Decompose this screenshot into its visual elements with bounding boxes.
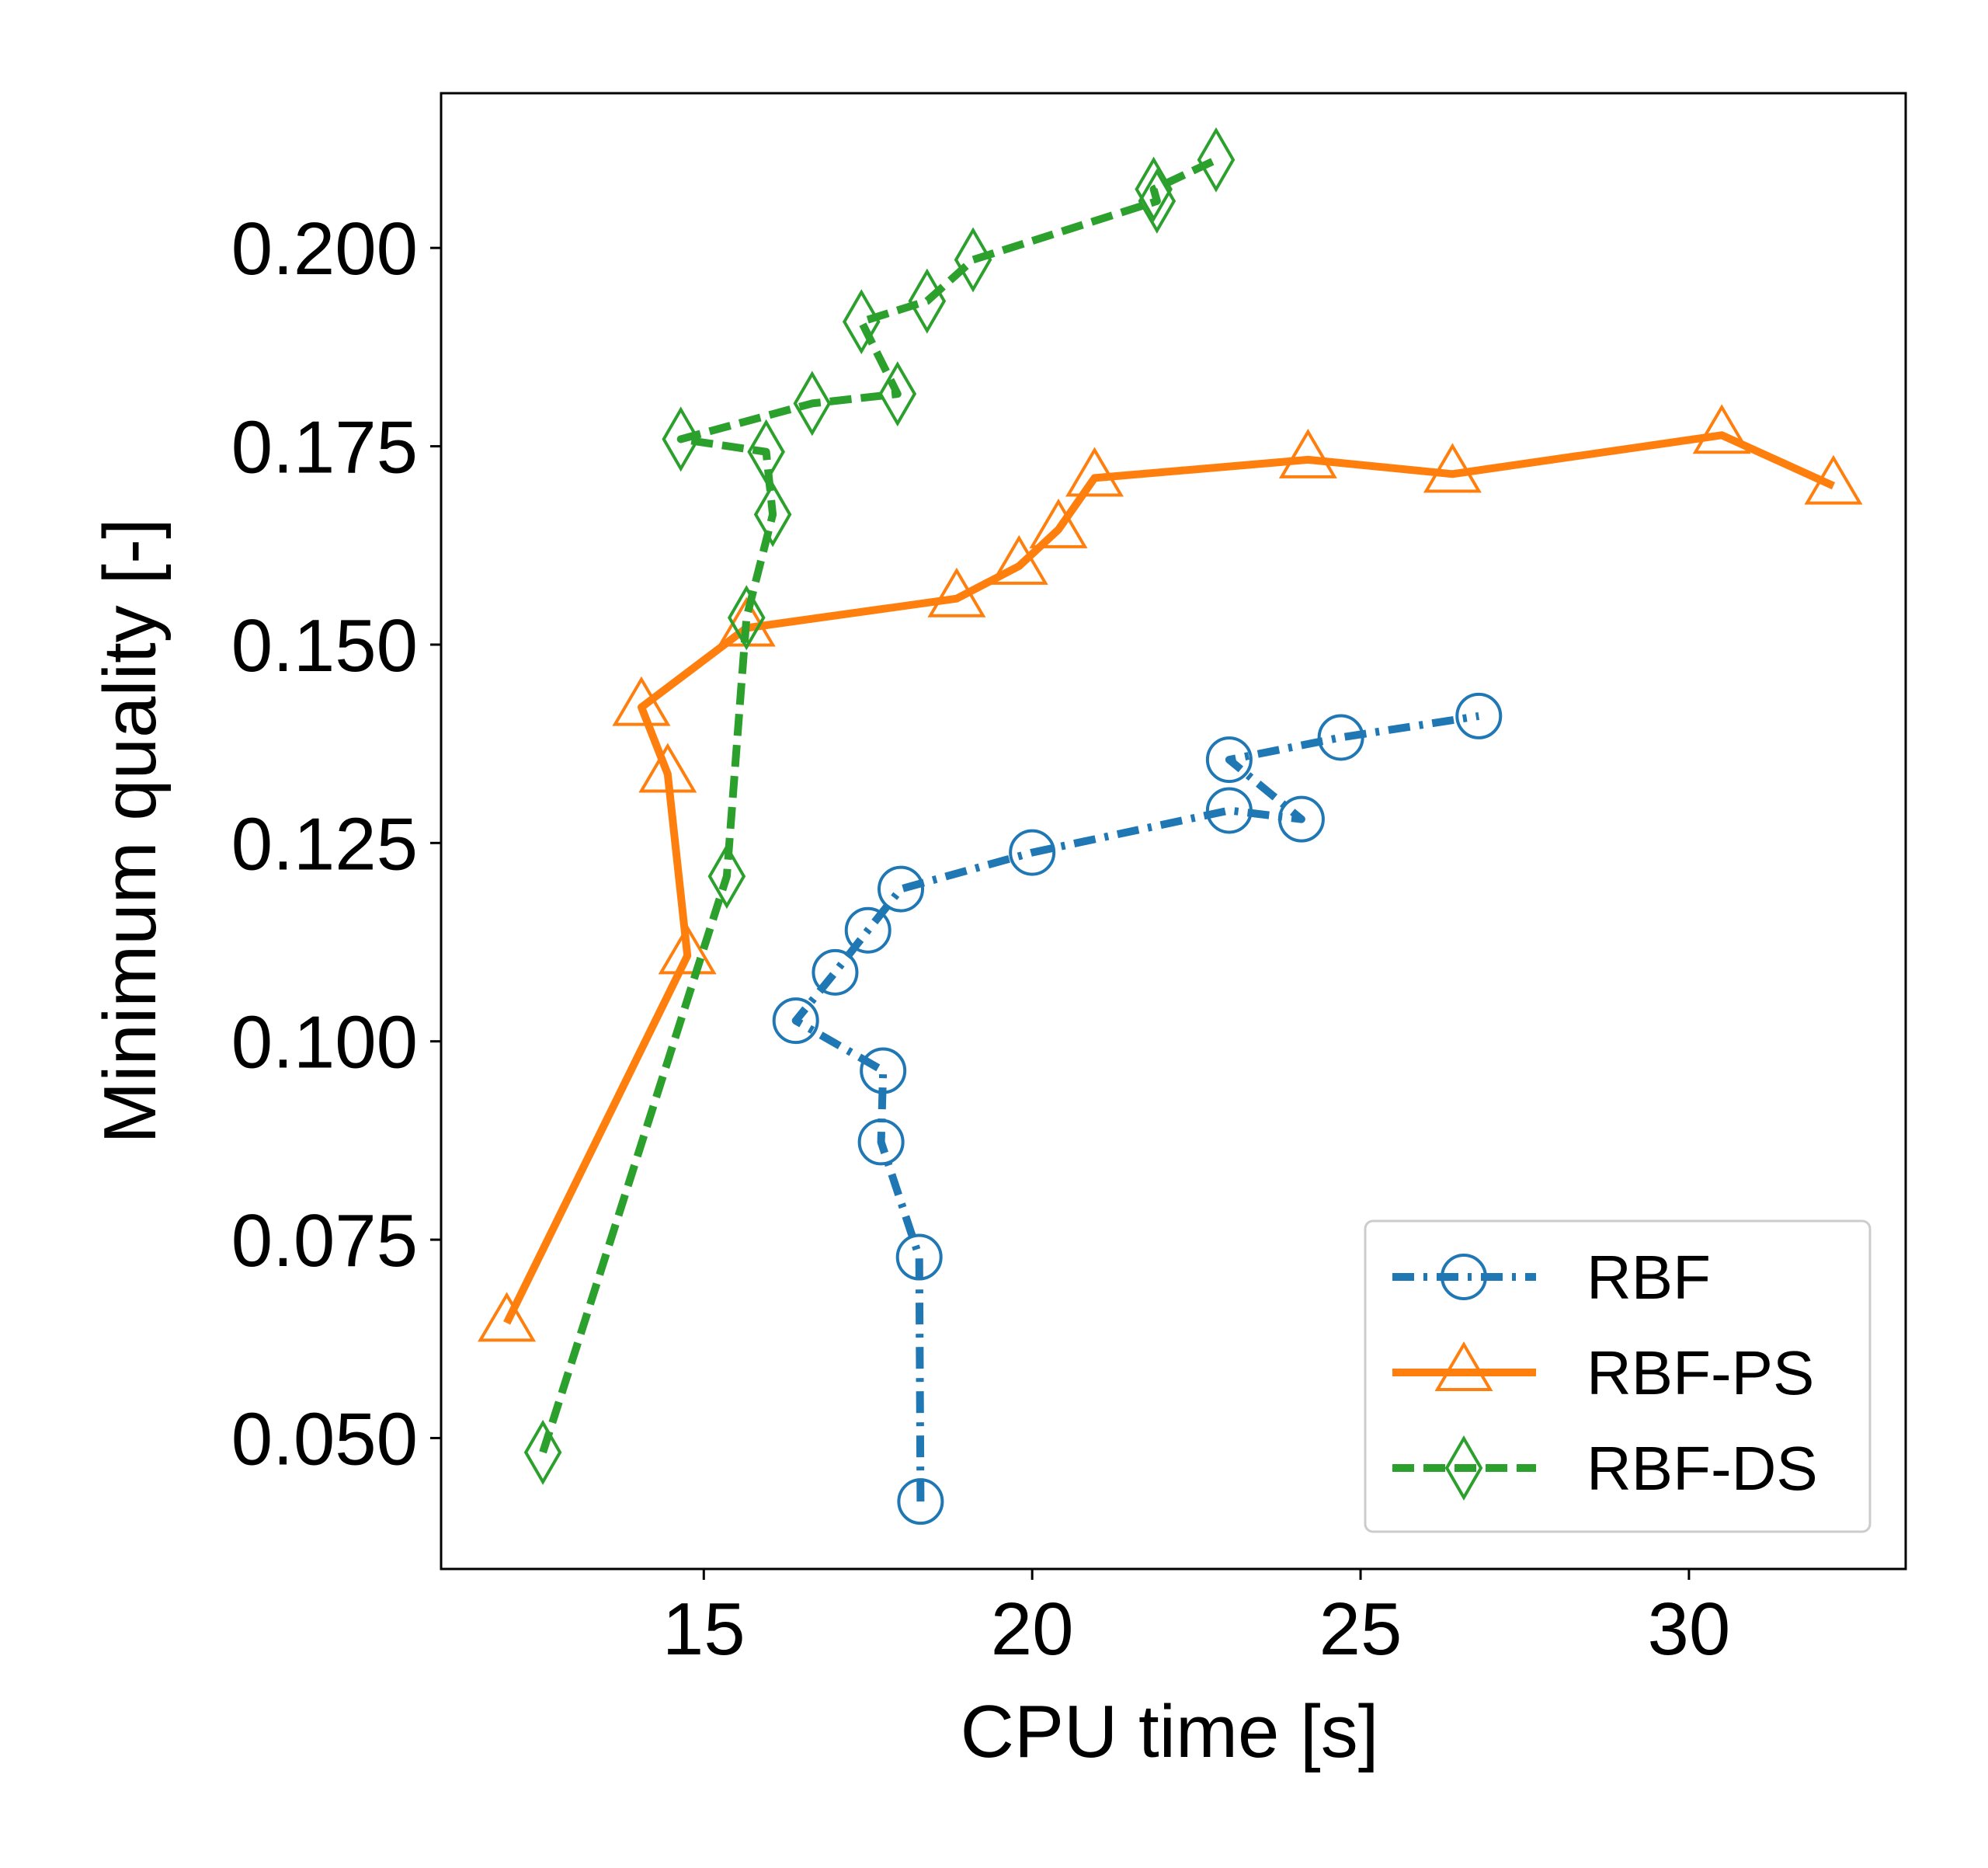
data-point-rbf-ds	[707, 844, 746, 910]
y-tick-label: 0.150	[231, 604, 418, 687]
data-point-rbf	[812, 948, 859, 996]
data-point-rbf-ps	[1029, 498, 1088, 548]
legend-item-rbf-ps: RBF-PS	[1392, 1338, 1814, 1407]
x-tick-label: 20	[991, 1588, 1074, 1671]
data-point-rbf	[897, 1478, 944, 1525]
data-point-rbf-ps	[658, 924, 717, 975]
data-point-rbf-ps	[1692, 404, 1751, 454]
data-point-rbf-ds	[908, 268, 947, 334]
data-point-rbf-ds	[878, 361, 917, 427]
x-axis-label: CPU time [s]	[961, 1690, 1379, 1773]
y-tick-label: 0.100	[231, 1001, 418, 1084]
data-point-rbf	[1205, 736, 1253, 784]
data-point-rbf-ps	[989, 534, 1048, 585]
x-axis: 15 20 25 30	[662, 1569, 1730, 1671]
data-point-rbf-ds	[954, 227, 992, 293]
data-point-rbf-ps	[1065, 447, 1124, 497]
series-line-rbf-ds	[539, 156, 1218, 1454]
series-line-rbf	[791, 711, 1480, 1502]
y-axis: 0.050 0.075 0.100 0.125 0.150 0.175 0.200	[231, 207, 441, 1480]
legend-box	[1364, 1219, 1872, 1533]
y-tick-label: 0.050	[231, 1397, 418, 1480]
data-point-rbf-ds	[662, 406, 700, 472]
series-line-rbf-ps	[503, 431, 1836, 1325]
legend-label-rbf: RBF	[1587, 1243, 1711, 1312]
y-tick-label: 0.075	[231, 1199, 418, 1282]
y-tick-label: 0.175	[231, 406, 418, 489]
data-point-rbf-ps	[1278, 428, 1337, 478]
series-rbf	[772, 692, 1503, 1525]
data-point-rbf-ps	[612, 676, 671, 726]
data-point-rbf-ds	[727, 585, 766, 651]
x-tick-label: 15	[662, 1588, 746, 1671]
y-tick-label: 0.200	[231, 207, 418, 290]
legend: RBF RBF-PS RBF-DS	[1364, 1219, 1872, 1533]
data-point-rbf	[844, 906, 891, 954]
data-point-rbf	[860, 1047, 907, 1094]
plot-frame	[440, 92, 1907, 1571]
series-rbf-ps	[478, 404, 1863, 1342]
legend-item-rbf-ds: RBF-DS	[1392, 1434, 1818, 1503]
series-rbf-ds	[523, 127, 1236, 1485]
data-point-rbf-ps	[1804, 454, 1863, 505]
legend-marker-rbf-ps	[1434, 1341, 1493, 1391]
legend-marker-rbf	[1441, 1254, 1487, 1300]
data-point-rbf	[878, 865, 925, 913]
data-point-rbf-ps	[638, 743, 697, 793]
data-point-rbf	[857, 1118, 905, 1166]
data-point-rbf-ds	[1135, 156, 1173, 222]
data-point-rbf	[772, 997, 819, 1045]
legend-label-rbf-ps: RBF-PS	[1587, 1338, 1814, 1407]
data-point-rbf-ps	[478, 1292, 537, 1342]
x-tick-label: 30	[1648, 1588, 1731, 1671]
plot-area	[440, 92, 1907, 1571]
data-point-rbf-ps	[1423, 443, 1482, 493]
x-tick-label: 25	[1319, 1588, 1402, 1671]
y-tick-label: 0.125	[231, 802, 418, 885]
data-point-rbf-ds	[523, 1419, 562, 1485]
data-point-rbf-ds	[842, 289, 881, 355]
data-point-rbf-ds	[753, 482, 792, 548]
data-point-rbf	[1205, 787, 1253, 834]
data-point-rbf	[1455, 692, 1503, 739]
y-axis-label: Minimum quality [-]	[89, 518, 172, 1144]
data-point-rbf	[895, 1233, 943, 1281]
data-point-rbf	[1009, 829, 1056, 876]
data-point-rbf	[1277, 795, 1325, 843]
data-point-rbf-ds	[747, 419, 785, 485]
data-point-rbf-ps	[927, 567, 986, 617]
data-point-rbf	[1317, 714, 1364, 761]
legend-item-rbf: RBF	[1392, 1243, 1711, 1312]
legend-label-rbf-ds: RBF-DS	[1587, 1434, 1818, 1503]
data-point-rbf-ds	[793, 370, 832, 437]
data-point-rbf-ds	[1197, 127, 1236, 193]
legend-marker-rbf-ds	[1444, 1435, 1483, 1501]
